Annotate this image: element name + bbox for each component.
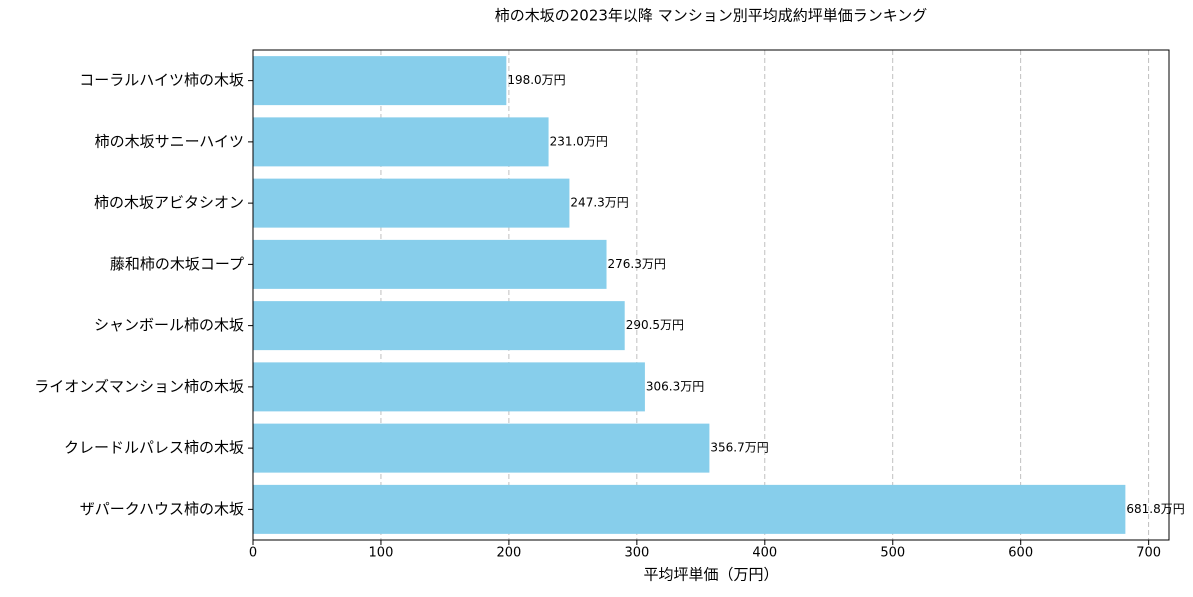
bar <box>253 301 625 351</box>
value-label: 276.3万円 <box>608 257 666 271</box>
x-tick-label: 300 <box>624 546 649 561</box>
x-tick-label: 0 <box>249 546 257 561</box>
y-tick-label: 柿の木坂アビタシオン <box>94 194 244 212</box>
value-label: 681.8万円 <box>1126 502 1184 516</box>
y-tick-label: クレードルパレス柿の木坂 <box>64 439 244 457</box>
chart-title: 柿の木坂の2023年以降 マンション別平均成約坪単価ランキング <box>495 7 928 25</box>
value-label: 356.7万円 <box>710 441 768 455</box>
value-label: 231.0万円 <box>550 134 608 148</box>
value-label: 198.0万円 <box>507 73 565 87</box>
bar <box>253 56 507 106</box>
x-tick-label: 100 <box>369 546 394 561</box>
bar <box>253 423 710 473</box>
x-tick-label: 500 <box>880 546 905 561</box>
bar <box>253 239 607 289</box>
bar <box>253 178 570 228</box>
bar <box>253 484 1126 534</box>
y-tick-label: 柿の木坂サニーハイツ <box>95 132 244 150</box>
plot-frame <box>252 49 1170 541</box>
y-tick-label: 藤和柿の木坂コープ <box>110 255 244 273</box>
value-label: 247.3万円 <box>570 196 628 210</box>
y-tick-label: ライオンズマンション柿の木坂 <box>34 377 244 395</box>
value-label: 306.3万円 <box>646 379 704 393</box>
value-label: 290.5万円 <box>626 318 684 332</box>
x-tick-label: 600 <box>1008 546 1033 561</box>
x-axis-label: 平均坪単価（万円） <box>643 566 778 584</box>
x-tick-label: 700 <box>1136 546 1161 561</box>
y-tick-label: ザパークハウス柿の木坂 <box>80 500 244 518</box>
x-tick-label: 400 <box>752 546 777 561</box>
bar <box>253 117 549 167</box>
y-tick-label: コーラルハイツ柿の木坂 <box>79 71 244 89</box>
y-tick-label: シャンボール柿の木坂 <box>94 316 244 334</box>
bar <box>253 362 645 412</box>
x-tick-label: 200 <box>496 546 521 561</box>
